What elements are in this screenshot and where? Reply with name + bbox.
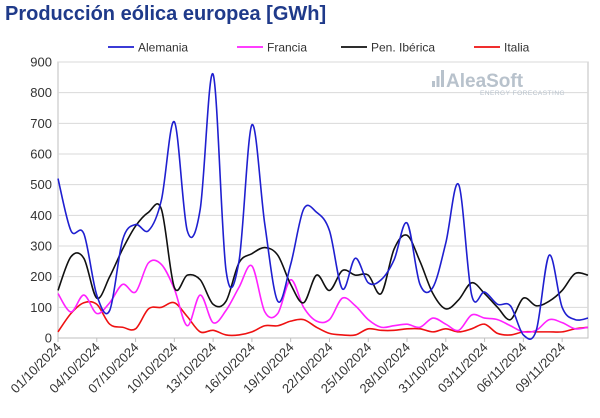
y-tick-label: 300 [30,239,52,254]
y-tick-label: 100 [30,300,52,315]
series-line-pen-ib-rica [57,203,589,321]
logo-mark-icon [432,70,444,87]
logo-tagline: ENERGY FORECASTING [480,90,565,97]
series-lines [57,73,589,340]
series-line-francia [57,259,589,334]
y-tick-label: 200 [30,269,52,284]
grid-lines [58,61,588,308]
y-tick-label: 600 [30,147,52,162]
legend-label-alemania: Alemania [138,41,188,55]
legend-label-pen-ib-rica: Pen. Ibérica [371,41,435,55]
y-tick-label: 700 [30,116,52,131]
legend: Alemania Francia Pen. Ibérica Italia [108,41,530,55]
x-axis-ticks: 01/10/202404/10/202407/10/202410/10/2024… [7,338,568,396]
aleasoft-logo: AleaSoft ENERGY FORECASTING [432,70,565,97]
y-tick-label: 500 [30,177,52,192]
y-tick-label: 0 [45,331,52,346]
legend-label-francia: Francia [267,41,307,55]
y-tick-label: 800 [30,85,52,100]
y-axis-ticks: 0 100 200 300 400 500 600 700 800 900 [30,55,52,346]
chart-title: Producción eólica europea [GWh] [5,3,327,25]
y-tick-label: 900 [30,55,52,70]
series-line-alemania [57,73,589,340]
y-tick-label: 400 [30,208,52,223]
logo-name: AleaSoft [446,71,524,92]
series-line-italia [57,300,589,337]
plot-area [57,61,589,339]
legend-label-italia: Italia [504,41,530,55]
